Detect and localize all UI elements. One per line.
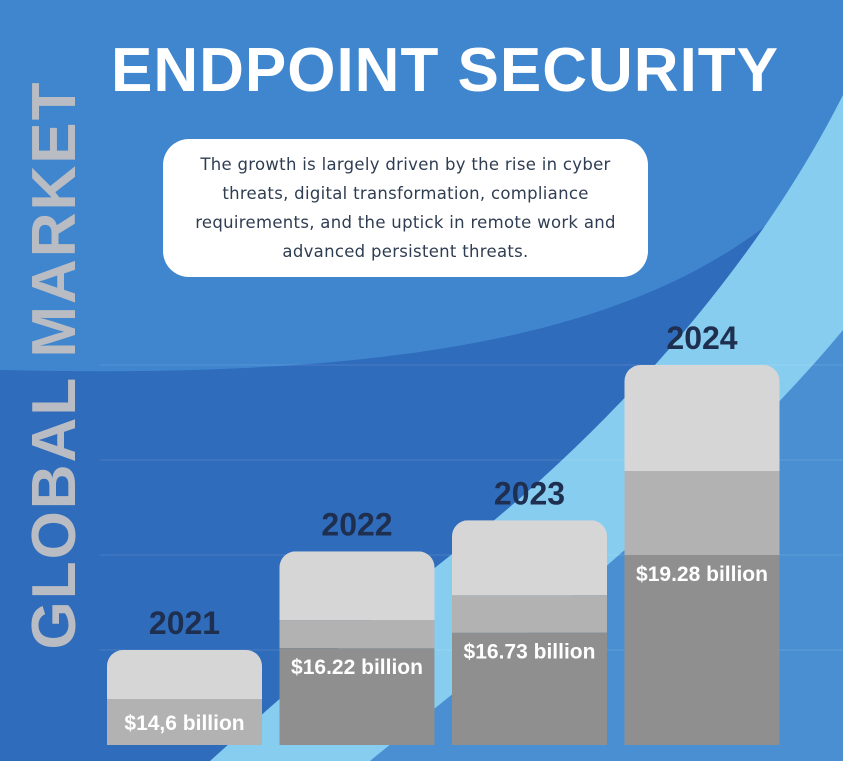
bar-2024 — [624, 365, 780, 745]
value-label: $14,6 billion — [124, 712, 244, 735]
callout-text: The growth is largely driven by the rise… — [163, 139, 648, 277]
bar-top-segment — [279, 551, 435, 621]
bar-top-segment — [107, 650, 262, 699]
bar-mid-segment — [452, 595, 607, 633]
bar-bottom-segment — [452, 632, 607, 745]
value-label: $19.28 billion — [636, 563, 768, 586]
year-label: 2021 — [149, 605, 220, 641]
page-title: ENDPOINT SECURITY — [110, 36, 780, 105]
year-label: 2024 — [666, 320, 737, 356]
bar-bottom-segment — [624, 555, 780, 745]
bar-bottom-segment — [279, 648, 435, 745]
bar-2022 — [279, 551, 435, 745]
bar-mid-segment — [107, 699, 262, 745]
bar-top-segment — [452, 520, 607, 596]
bar-2023 — [452, 520, 607, 745]
value-label: $16.22 billion — [291, 656, 423, 679]
value-label: $16.73 billion — [464, 641, 596, 664]
year-label: 2023 — [494, 475, 565, 511]
bar-top-segment — [624, 365, 780, 471]
year-label: 2022 — [321, 506, 392, 542]
bar-2021 — [107, 650, 262, 745]
bar-mid-segment — [624, 471, 780, 555]
bar-mid-segment — [279, 620, 435, 649]
